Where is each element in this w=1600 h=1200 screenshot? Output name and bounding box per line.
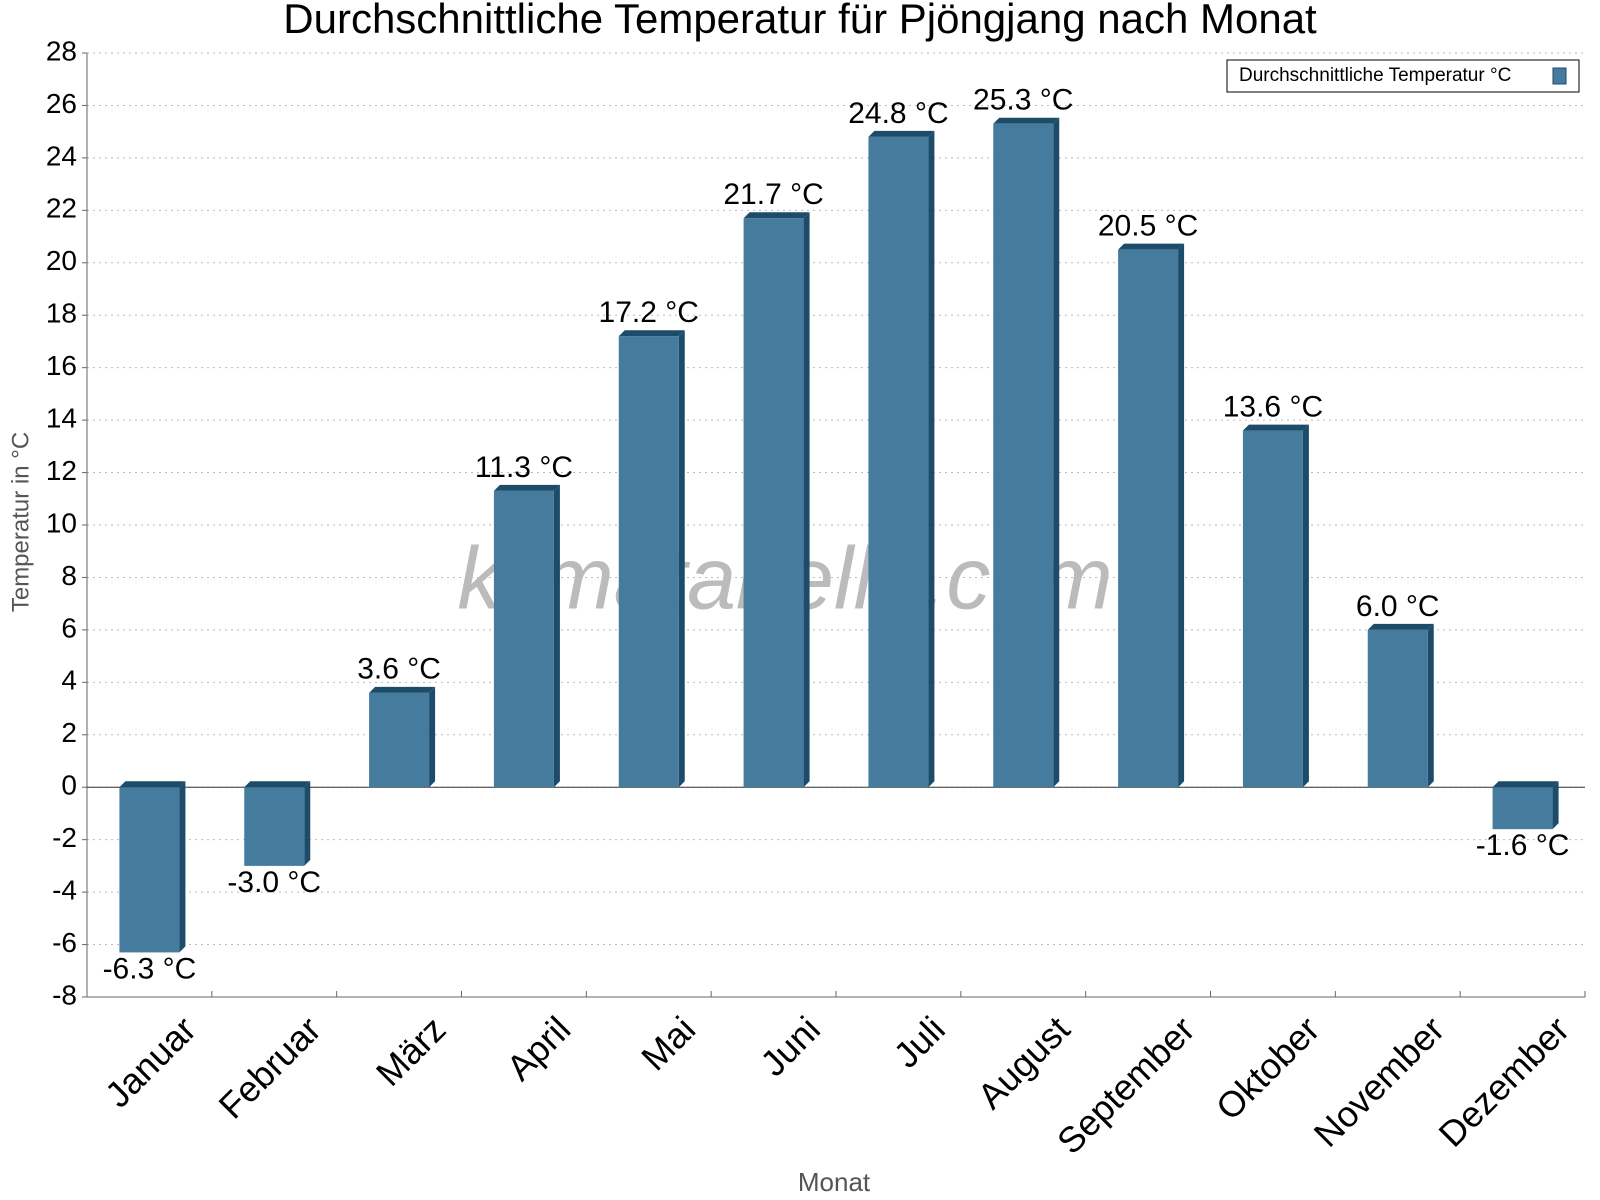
y-axis-title: Temperatur in °C xyxy=(7,432,34,612)
bar-side xyxy=(1053,117,1060,788)
data-label: 6.0 °C xyxy=(1356,590,1440,623)
legend-label: Durchschnittliche Temperatur °C xyxy=(1239,65,1511,86)
bar xyxy=(1367,629,1428,788)
y-tick-label: 2 xyxy=(61,717,77,748)
y-tick-label: 12 xyxy=(46,455,77,486)
bar xyxy=(1492,787,1553,830)
y-tick-label: 0 xyxy=(61,770,77,801)
y-tick-label: 24 xyxy=(46,140,77,171)
legend-swatch xyxy=(1552,67,1567,85)
y-tick-label: 22 xyxy=(46,193,77,224)
bar-side xyxy=(1302,424,1309,788)
bar-side xyxy=(429,686,436,788)
y-tick-label: 10 xyxy=(46,507,77,538)
y-tick-label: 18 xyxy=(46,298,77,329)
bar xyxy=(993,123,1054,788)
x-tick-label: April xyxy=(498,1008,578,1088)
bar xyxy=(618,336,679,788)
bar-top xyxy=(1242,424,1309,431)
x-tick-label: Juli xyxy=(886,1008,953,1075)
x-axis-title: Monat xyxy=(798,1167,871,1197)
y-tick-label: 26 xyxy=(46,88,77,119)
bar-top xyxy=(244,781,311,788)
data-label: 25.3 °C xyxy=(973,84,1073,117)
bar xyxy=(369,692,430,788)
x-tick-label: März xyxy=(368,1008,454,1094)
bar-side xyxy=(1552,781,1559,830)
bar-top xyxy=(369,686,436,693)
bar xyxy=(868,136,929,788)
bar xyxy=(244,787,305,866)
bar-side xyxy=(928,130,935,788)
data-label: -1.6 °C xyxy=(1476,829,1570,862)
bar-top xyxy=(119,781,186,788)
bar-side xyxy=(553,484,560,788)
data-label: 20.5 °C xyxy=(1098,210,1198,243)
bar-top xyxy=(868,130,935,137)
bar-top xyxy=(618,330,685,337)
bar-side xyxy=(1178,243,1185,788)
bar xyxy=(743,218,804,788)
bar-side xyxy=(1427,623,1434,788)
y-tick-label: -6 xyxy=(52,927,77,958)
bar-side xyxy=(803,212,810,788)
legend-box xyxy=(1226,59,1580,93)
x-tick-label: Mai xyxy=(633,1008,703,1078)
data-label: -3.0 °C xyxy=(227,866,321,899)
data-label: 17.2 °C xyxy=(599,296,699,329)
bar-top xyxy=(1492,781,1559,788)
bar xyxy=(1242,430,1303,788)
data-label: -6.3 °C xyxy=(103,952,197,985)
bar xyxy=(119,787,180,953)
x-tick-label: Dezember xyxy=(1431,1008,1577,1154)
bar xyxy=(1118,249,1179,788)
bar-top xyxy=(743,212,810,219)
y-tick-label: 14 xyxy=(46,403,77,434)
y-tick-label: -4 xyxy=(52,875,77,906)
bar-side xyxy=(179,781,186,953)
y-tick-label: 20 xyxy=(46,245,77,276)
data-label: 24.8 °C xyxy=(848,97,948,130)
bar-top xyxy=(1367,623,1434,630)
bar-side xyxy=(304,781,311,866)
x-tick-label: Februar xyxy=(211,1008,329,1126)
data-label: 11.3 °C xyxy=(475,451,573,484)
chart-title: Durchschnittliche Temperatur für Pjöngja… xyxy=(283,0,1317,42)
y-tick-label: -8 xyxy=(52,979,77,1010)
bar xyxy=(493,490,554,788)
bar-side xyxy=(678,330,685,788)
data-label: 3.6 °C xyxy=(357,653,441,686)
bar-top xyxy=(1118,243,1185,250)
x-tick-label: Oktober xyxy=(1208,1008,1328,1128)
data-label: 13.6 °C xyxy=(1223,391,1323,424)
bar-top xyxy=(993,117,1060,124)
y-tick-label: -2 xyxy=(52,822,77,853)
x-tick-label: August xyxy=(969,1008,1077,1116)
y-tick-label: 16 xyxy=(46,350,77,381)
data-label: 21.7 °C xyxy=(723,178,823,211)
x-tick-label: November xyxy=(1306,1008,1452,1154)
bar-top xyxy=(493,484,560,491)
x-tick-label: Juni xyxy=(752,1008,828,1084)
x-tick-label: Januar xyxy=(97,1008,204,1115)
y-tick-label: 8 xyxy=(61,560,77,591)
y-tick-label: 4 xyxy=(61,665,77,696)
y-tick-label: 6 xyxy=(61,612,77,643)
y-tick-label: 28 xyxy=(46,35,77,66)
x-tick-label: September xyxy=(1049,1008,1203,1162)
